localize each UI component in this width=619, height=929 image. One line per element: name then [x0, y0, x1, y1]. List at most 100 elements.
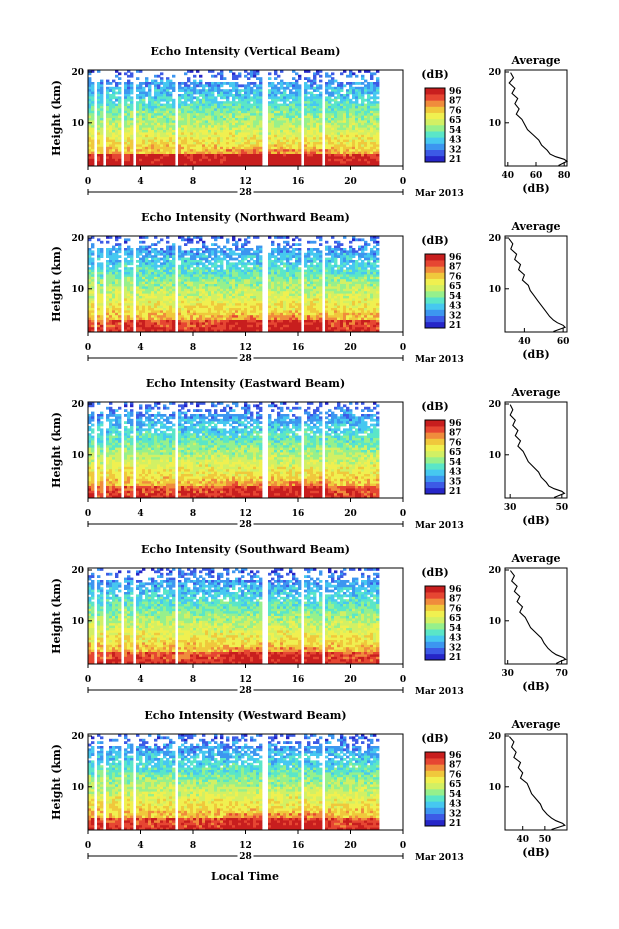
heatmap-cell — [190, 284, 194, 287]
heatmap-cell — [184, 257, 188, 261]
heatmap-cell — [298, 161, 302, 164]
heatmap-cell — [331, 137, 335, 140]
heatmap-cell — [220, 310, 224, 314]
heatmap-cell — [214, 264, 218, 268]
heatmap-cell — [163, 108, 167, 112]
heatmap-cell — [112, 101, 116, 104]
heatmap-cell — [166, 284, 170, 287]
heatmap-cell — [193, 91, 197, 95]
heatmap-cell — [253, 110, 257, 114]
heatmap-cell — [154, 98, 158, 102]
heatmap-cell — [244, 144, 248, 148]
heatmap-cell — [358, 120, 362, 124]
heatmap-cell — [151, 274, 155, 278]
heatmap-cell — [157, 312, 161, 316]
heatmap-cell — [223, 101, 227, 104]
heatmap-cell — [226, 110, 230, 114]
heatmap-cell — [352, 151, 356, 155]
heatmap-cell — [253, 236, 257, 239]
heatmap-cell — [343, 149, 347, 152]
heatmap-cell — [151, 101, 155, 104]
heatmap-cell — [205, 96, 209, 100]
heatmap-cell — [238, 142, 242, 145]
heatmap-cell — [208, 310, 212, 314]
heatmap-cell — [88, 267, 92, 270]
heatmap-cell — [229, 89, 233, 92]
heatmap-cell — [283, 130, 287, 133]
heatmap-cell — [91, 84, 95, 88]
heatmap-cell — [163, 276, 167, 280]
heatmap-cell — [160, 322, 164, 326]
heatmap-cell — [112, 163, 116, 167]
heatmap-cell — [166, 252, 170, 256]
heatmap-cell — [370, 118, 374, 121]
heatmap-cell — [292, 86, 296, 90]
heatmap-cell — [106, 291, 110, 294]
heatmap-cell — [259, 139, 263, 143]
heatmap-cell — [226, 288, 230, 292]
heatmap-cell — [241, 125, 245, 128]
heatmap-cell — [220, 272, 224, 275]
heatmap-cell — [145, 310, 149, 314]
heatmap-cell — [127, 134, 131, 138]
heatmap-cell — [88, 94, 92, 97]
heatmap-cell — [352, 108, 356, 112]
heatmap-cell — [328, 74, 332, 78]
heatmap-cell — [190, 89, 194, 92]
heatmap-cell — [376, 110, 380, 114]
heatmap-cell — [259, 82, 263, 85]
heatmap-cell — [151, 298, 155, 302]
heatmap-cell — [235, 130, 239, 133]
heatmap-cell — [118, 72, 122, 76]
heatmap-cell — [118, 284, 122, 287]
heatmap-cell — [88, 322, 92, 326]
heatmap-cell — [181, 89, 185, 92]
heatmap-cell — [181, 108, 185, 112]
heatmap-cell — [361, 74, 365, 78]
heatmap-cell — [310, 94, 314, 97]
heatmap-cell — [259, 94, 263, 97]
heatmap-cell — [130, 291, 134, 294]
heatmap-cell — [166, 274, 170, 278]
heatmap-cell — [163, 255, 167, 258]
heatmap-cell — [100, 269, 104, 273]
heatmap-cell — [115, 74, 119, 78]
heatmap-cell — [190, 101, 194, 104]
heatmap-cell — [169, 158, 173, 162]
heatmap-cell — [223, 139, 227, 143]
heatmap-cell — [106, 149, 110, 152]
heatmap-cell — [346, 137, 350, 140]
heatmap-cell — [139, 151, 143, 155]
heatmap-cell — [250, 274, 254, 278]
heatmap-cell — [124, 127, 128, 131]
heatmap-cell — [337, 142, 341, 145]
heatmap-cell — [145, 320, 149, 323]
heatmap-cell — [277, 82, 281, 85]
heatmap-cell — [226, 106, 230, 109]
heatmap-cell — [238, 144, 242, 148]
heatmap-cell — [214, 272, 218, 275]
heatmap-cell — [205, 106, 209, 109]
heatmap-cell — [343, 134, 347, 138]
heatmap-cell — [337, 120, 341, 124]
heatmap-cell — [256, 106, 260, 109]
heatmap-cell — [367, 115, 371, 119]
heatmap-cell — [109, 236, 113, 239]
heatmap-cell — [145, 250, 149, 254]
heatmap-cell — [244, 291, 248, 294]
heatmap-cell — [178, 327, 182, 330]
heatmap-cell — [169, 274, 173, 278]
heatmap-cell — [229, 101, 233, 104]
heatmap-cell — [349, 127, 353, 131]
heatmap-cell — [157, 151, 161, 155]
heatmap-cell — [232, 154, 236, 157]
heatmap-cell — [187, 284, 191, 287]
heatmap-cell — [163, 291, 167, 294]
heatmap-cell — [220, 284, 224, 287]
heatmap-cell — [313, 118, 317, 121]
heatmap-cell — [157, 324, 161, 328]
heatmap-cell — [97, 305, 101, 309]
heatmap-cell — [259, 89, 263, 92]
heatmap-cell — [106, 252, 110, 256]
heatmap-cell — [190, 300, 194, 304]
